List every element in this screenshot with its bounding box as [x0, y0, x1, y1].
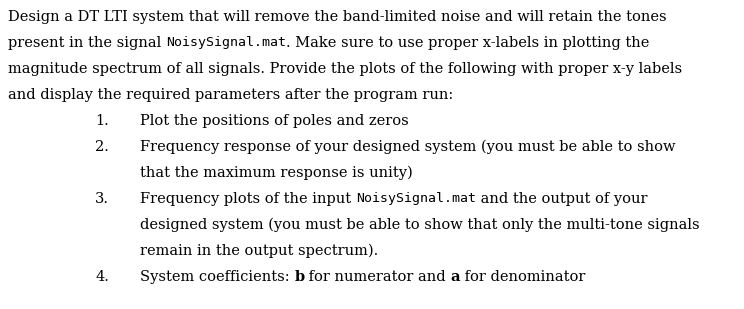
Text: 3.: 3. — [95, 192, 109, 206]
Text: and display the required parameters after the program run:: and display the required parameters afte… — [8, 88, 453, 102]
Text: Frequency plots of the input: Frequency plots of the input — [140, 192, 356, 206]
Text: magnitude spectrum of all signals. Provide the plots of the following with prope: magnitude spectrum of all signals. Provi… — [8, 62, 682, 76]
Text: and the output of your: and the output of your — [475, 192, 647, 206]
Text: designed system (you must be able to show that only the multi-tone signals: designed system (you must be able to sho… — [140, 218, 699, 232]
Text: Plot the positions of poles and zeros: Plot the positions of poles and zeros — [140, 114, 408, 128]
Text: Design a DT LTI system that will remove the band-limited noise and will retain t: Design a DT LTI system that will remove … — [8, 10, 667, 24]
Text: for denominator: for denominator — [460, 270, 586, 284]
Text: b: b — [294, 270, 304, 284]
Text: for numerator and: for numerator and — [304, 270, 451, 284]
Text: a: a — [451, 270, 460, 284]
Text: remain in the output spectrum).: remain in the output spectrum). — [140, 244, 378, 258]
Text: NoisySignal.mat: NoisySignal.mat — [356, 192, 475, 205]
Text: System coefficients:: System coefficients: — [140, 270, 294, 284]
Text: Frequency response of your designed system (you must be able to show: Frequency response of your designed syst… — [140, 140, 676, 154]
Text: NoisySignal.mat: NoisySignal.mat — [166, 36, 286, 49]
Text: 2.: 2. — [95, 140, 109, 154]
Text: . Make sure to use proper x-labels in plotting the: . Make sure to use proper x-labels in pl… — [286, 36, 650, 50]
Text: present in the signal: present in the signal — [8, 36, 166, 50]
Text: 4.: 4. — [95, 270, 109, 284]
Text: that the maximum response is unity): that the maximum response is unity) — [140, 166, 413, 180]
Text: 1.: 1. — [95, 114, 109, 128]
